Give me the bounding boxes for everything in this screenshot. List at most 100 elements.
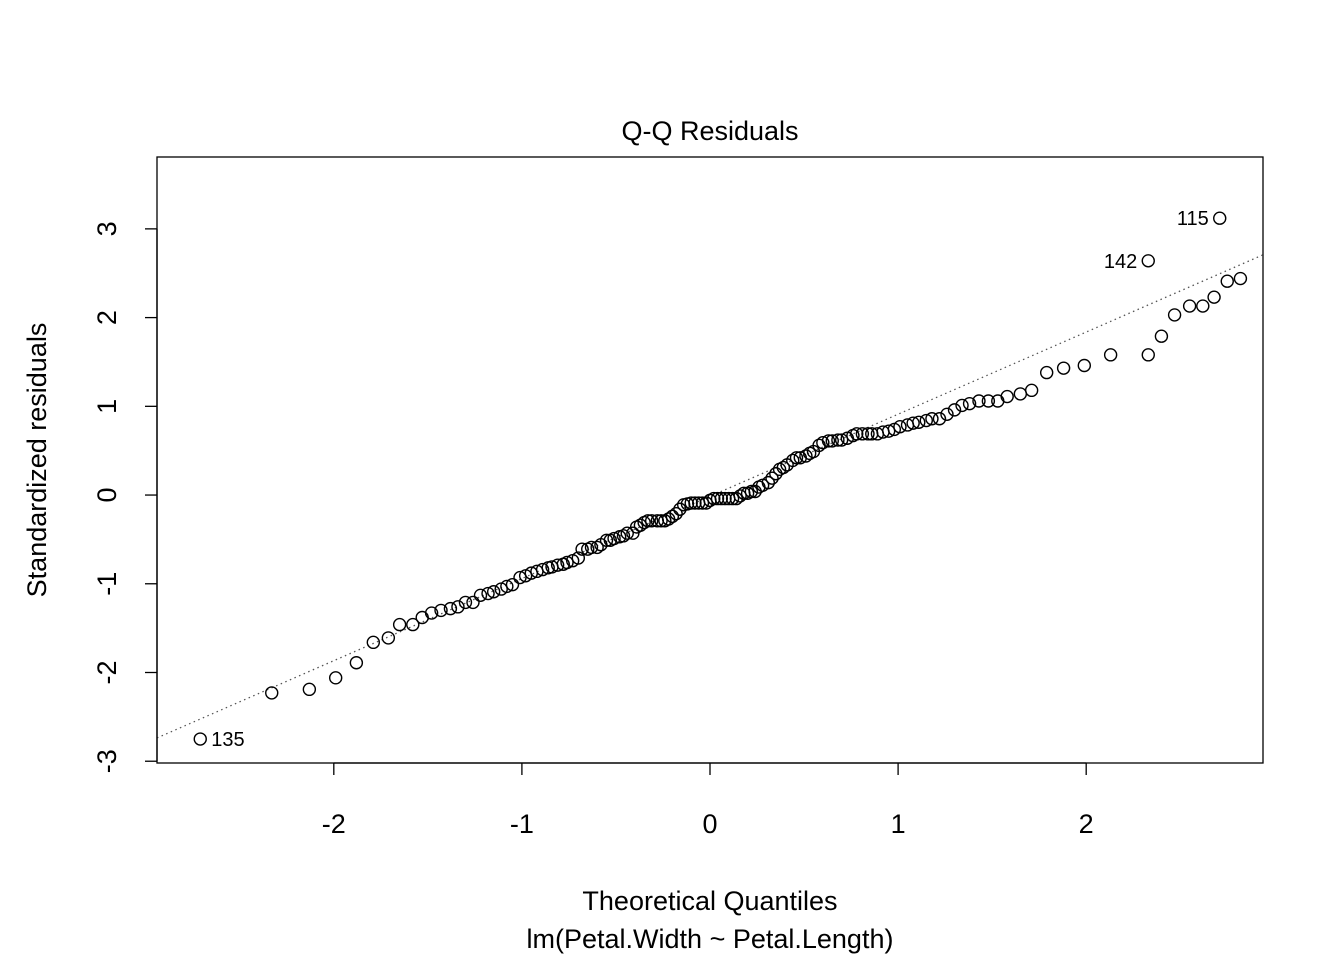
data-point [699, 496, 713, 510]
data-point [710, 491, 725, 506]
data-point [616, 529, 631, 543]
data-point [799, 449, 813, 463]
data-point [744, 484, 759, 499]
y-tick-label: 0 [92, 488, 122, 503]
data-point [776, 460, 791, 475]
data-point [733, 489, 747, 503]
data-point [906, 416, 920, 430]
data-point [1182, 299, 1197, 313]
data-point [893, 420, 907, 434]
data-point [1213, 211, 1227, 225]
data-point [834, 433, 849, 447]
data-point [714, 491, 728, 506]
x-tick-label: 0 [702, 809, 717, 839]
data-point [932, 412, 947, 426]
data-point [424, 606, 439, 620]
data-point [1039, 365, 1054, 380]
y-tick-label: -3 [92, 749, 122, 773]
data-point [925, 412, 939, 426]
data-point [669, 506, 683, 521]
data-point [684, 496, 698, 510]
y-axis: -3 -2 -1 0 1 2 3 [92, 221, 158, 773]
data-point [1000, 389, 1014, 404]
data-point [1154, 329, 1169, 343]
data-point [505, 577, 520, 592]
data-point [443, 601, 458, 616]
point-label: 142 [1104, 251, 1137, 273]
y-tick-label: -1 [92, 572, 122, 596]
y-tick-label: -2 [92, 660, 122, 684]
data-point [789, 451, 804, 465]
data-point [644, 514, 659, 528]
data-point [473, 588, 488, 603]
data-point [695, 496, 710, 510]
data-point [850, 427, 864, 441]
data-point [947, 403, 962, 417]
data-point [302, 682, 317, 697]
chart-title: Q-Q Residuals [621, 116, 798, 146]
data-point [1220, 274, 1234, 288]
data-point [458, 595, 473, 610]
x-tick-label: -2 [322, 809, 346, 839]
x-tick-label: -1 [510, 809, 534, 839]
data-point [607, 531, 621, 546]
data-point [265, 686, 279, 700]
data-point [486, 585, 501, 599]
data-point [1056, 361, 1071, 375]
point-labels-layer: 115 142 135 [211, 208, 1208, 751]
reference-line-group [156, 254, 1264, 739]
data-point [571, 551, 586, 565]
plot-frame [156, 156, 1264, 764]
data-point [599, 533, 614, 547]
data-point [535, 562, 550, 577]
data-point [1141, 348, 1155, 362]
x-axis: -2 -1 0 1 2 [322, 762, 1094, 839]
data-point [1233, 271, 1248, 286]
data-point [560, 555, 574, 570]
y-tick-label: 1 [92, 399, 122, 414]
data-point [193, 732, 207, 746]
data-point [641, 514, 655, 528]
data-point [406, 617, 420, 632]
data-point [633, 518, 648, 532]
data-point [1196, 299, 1210, 313]
data-point [688, 496, 702, 510]
point-label: 135 [211, 729, 244, 751]
data-point [451, 600, 465, 614]
data-point [328, 671, 343, 685]
data-point [940, 407, 954, 422]
points-layer [193, 211, 1248, 746]
y-tick-label: 2 [92, 310, 122, 325]
data-point [821, 434, 836, 448]
data-point [481, 586, 495, 601]
data-point [575, 542, 589, 556]
data-point [955, 398, 969, 413]
data-point [590, 540, 604, 555]
x-axis-sublabel: lm(Petal.Width ~ Petal.Length) [527, 924, 894, 954]
data-point [381, 631, 396, 645]
data-point [1013, 387, 1028, 401]
reference-line [156, 254, 1264, 739]
data-point [654, 514, 668, 528]
data-point [765, 471, 779, 485]
x-axis-label: Theoretical Quantiles [582, 886, 837, 916]
y-axis-label: Standardized residuals [22, 323, 52, 598]
data-point [881, 424, 896, 438]
data-point [861, 427, 875, 441]
data-point [434, 603, 448, 618]
data-point [1024, 383, 1039, 398]
x-tick-label: 1 [891, 809, 906, 839]
data-point [513, 570, 527, 585]
data-point [620, 526, 634, 540]
data-point [1207, 290, 1221, 304]
data-point [366, 635, 381, 650]
data-point [718, 491, 732, 506]
data-point [1103, 348, 1118, 362]
data-point [707, 491, 721, 506]
data-point [392, 617, 407, 632]
data-point [1141, 254, 1155, 268]
data-point [981, 394, 996, 408]
data-point [550, 558, 565, 572]
data-point [919, 413, 934, 428]
